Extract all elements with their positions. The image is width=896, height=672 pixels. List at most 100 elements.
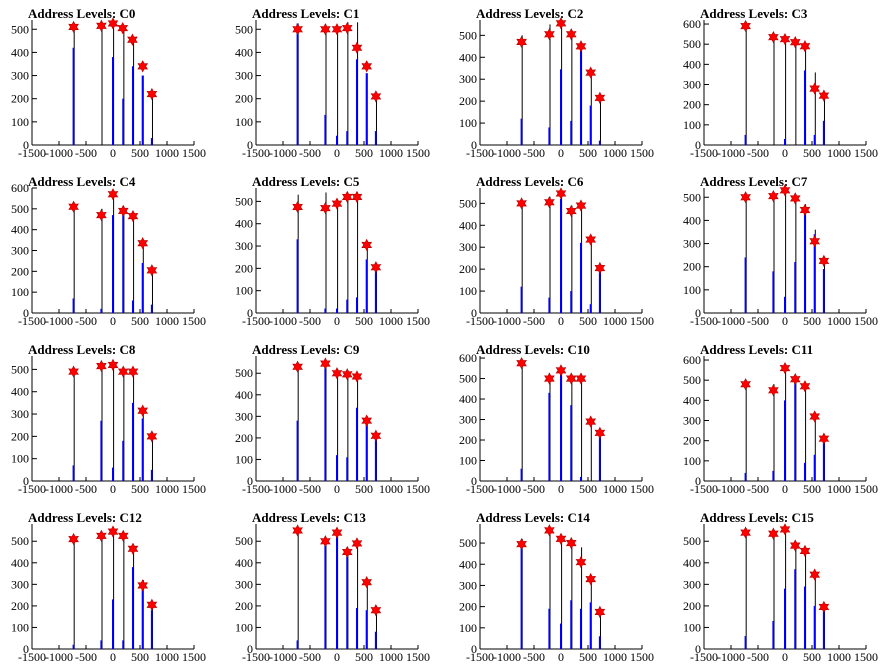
- y-tick-label: 0: [695, 138, 701, 152]
- y-tick-label: 100: [235, 284, 253, 298]
- histogram-bar: [346, 131, 349, 145]
- y-tick-label: 300: [11, 244, 29, 258]
- x-tick-label: 0: [558, 650, 564, 664]
- y-tick-label: 200: [235, 431, 253, 445]
- x-tick-label: 500: [131, 650, 149, 664]
- peak-marker-star: [137, 60, 149, 73]
- y-tick-label: 400: [459, 557, 477, 571]
- y-tick-label: 200: [235, 92, 253, 106]
- peak-marker-star: [361, 414, 373, 427]
- x-tick-label: 0: [334, 314, 340, 328]
- x-tick-label: 500: [131, 482, 149, 496]
- chart-title: Address Levels: C12: [28, 510, 142, 525]
- x-tick-label: 500: [355, 482, 373, 496]
- chart-panel-8: Address Levels: C8 0 100 200 300 400 500 -1500-…: [0, 336, 224, 504]
- x-tick-label: 1000: [603, 146, 627, 160]
- chart-svg-11: Address Levels: C11 0 100 200 300 400 500 600 -1…: [683, 342, 878, 496]
- peak-marker-star: [740, 526, 751, 539]
- histogram-bar: [131, 402, 134, 481]
- peak-marker-star: [575, 555, 587, 569]
- peak-marker-star: [594, 426, 606, 439]
- histogram-bar: [346, 556, 349, 649]
- histogram-bar: [579, 41, 582, 145]
- x-tick-label: 500: [579, 146, 597, 160]
- y-tick-label: 200: [459, 433, 477, 447]
- y-tick-label: 0: [23, 474, 29, 488]
- peak-marker-star: [370, 261, 382, 274]
- peak-marker-star: [68, 20, 79, 34]
- peak-marker-star: [320, 23, 331, 36]
- peak-marker-star: [544, 524, 555, 537]
- peak-marker-star: [585, 66, 597, 79]
- histogram-bar: [744, 134, 747, 145]
- y-tick-label: 300: [683, 237, 701, 251]
- peak-marker-star: [740, 191, 751, 204]
- x-tick-label: -1500: [466, 482, 494, 496]
- x-tick-label: 1500: [406, 146, 430, 160]
- peak-marker-star: [351, 537, 363, 550]
- peak-marker-star: [107, 525, 119, 538]
- y-tick-label: 300: [459, 72, 477, 86]
- x-tick-label: -1000: [269, 314, 297, 328]
- x-tick-label: 500: [579, 482, 597, 496]
- peak-marker-star: [331, 367, 343, 380]
- y-tick-label: 400: [11, 223, 29, 237]
- chart-panel-6: Address Levels: C6 0 100 200 300 400 500 -1500-…: [448, 168, 672, 336]
- x-tick-label: -1000: [717, 146, 745, 160]
- peak-marker-star: [341, 368, 353, 381]
- y-tick-label: 0: [471, 474, 477, 488]
- histogram-bar: [570, 600, 573, 649]
- chart-panel-14: Address Levels: C14 0 100 200 300 400 500 -1500…: [448, 504, 672, 672]
- x-tick-label: 1000: [379, 482, 403, 496]
- peak-marker-star: [68, 532, 79, 546]
- y-tick-label: 0: [247, 138, 253, 152]
- histogram-bar: [784, 296, 786, 313]
- chart-title: Address Levels: C4: [28, 174, 136, 189]
- histogram-bar: [374, 437, 377, 481]
- chart-panel-2: Address Levels: C2 0 100 200 300 400 500 -1500-…: [448, 0, 672, 168]
- histogram-bar: [296, 420, 299, 481]
- chart-panel-11: Address Levels: C11 0 100 200 300 400 500 600 -1…: [672, 336, 896, 504]
- y-tick-label: 400: [683, 213, 701, 227]
- chart-panel-10: Address Levels: C10 0 100 200 300 400 500 600 -1…: [448, 336, 672, 504]
- x-tick-label: -500: [75, 650, 97, 664]
- x-tick-label: 1000: [603, 650, 627, 664]
- y-tick-label: 300: [11, 69, 29, 83]
- peak-marker-star: [117, 204, 129, 218]
- chart-title: Address Levels: C15: [700, 510, 814, 525]
- y-tick-label: 300: [11, 407, 29, 421]
- y-tick-label: 400: [11, 556, 29, 570]
- x-tick-label: -1500: [242, 650, 270, 664]
- x-tick-label: 1500: [182, 650, 206, 664]
- peak-marker-star: [585, 233, 597, 246]
- x-tick-label: -1000: [493, 650, 521, 664]
- histogram-bar: [520, 540, 523, 649]
- histogram-bar: [589, 602, 592, 649]
- peak-marker-star: [799, 380, 811, 393]
- peak-marker-star: [818, 89, 830, 102]
- chart-title: Address Levels: C8: [28, 342, 136, 357]
- histogram-bar: [122, 213, 125, 313]
- peak-marker-star: [768, 189, 779, 203]
- histogram-bar: [141, 418, 144, 481]
- x-tick-label: -500: [747, 650, 769, 664]
- y-tick-label: 100: [459, 284, 477, 298]
- peak-marker-star: [565, 536, 577, 550]
- peak-marker-star: [370, 604, 382, 617]
- histogram-bar: [355, 407, 358, 481]
- histogram-bar: [598, 269, 601, 313]
- histogram-bar: [100, 420, 103, 481]
- peak-marker-star: [117, 21, 129, 35]
- peak-marker-star: [320, 201, 331, 215]
- histogram-bar: [803, 211, 806, 313]
- peak-marker-star: [146, 598, 158, 611]
- y-tick-label: 400: [459, 218, 477, 232]
- histogram-bar: [570, 291, 573, 313]
- histogram-bar: [141, 75, 144, 145]
- histogram-bar: [112, 467, 114, 481]
- x-tick-label: -1500: [466, 314, 494, 328]
- histogram-bar: [374, 631, 377, 649]
- y-tick-label: 200: [459, 600, 477, 614]
- y-tick-label: 0: [695, 306, 701, 320]
- histogram-bar: [365, 420, 368, 481]
